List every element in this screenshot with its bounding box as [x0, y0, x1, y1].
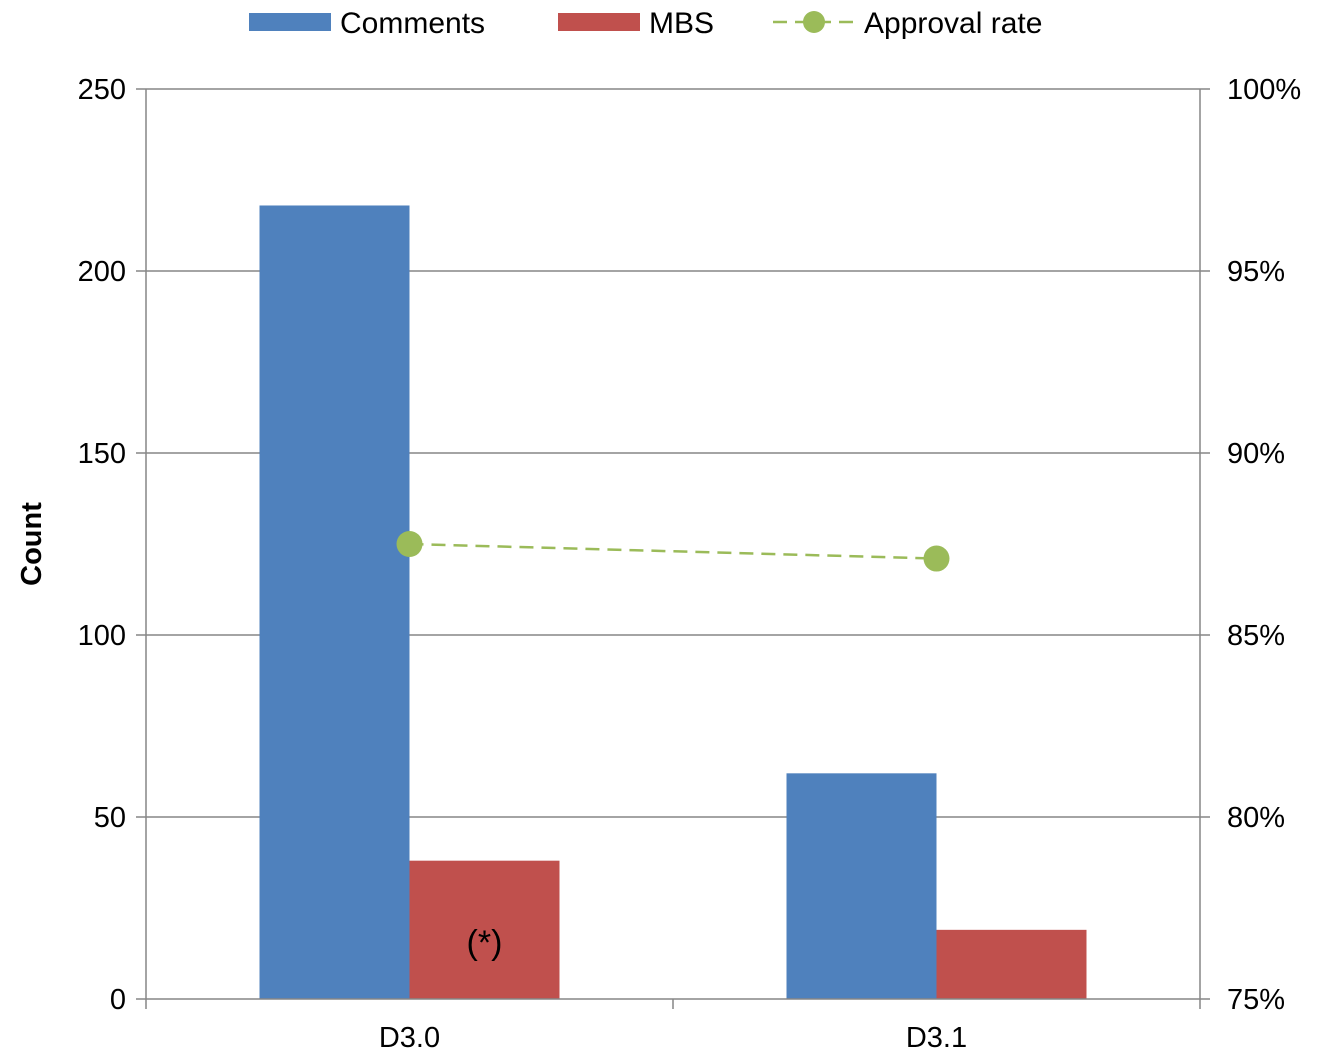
labels: 0 50 100 150 200 250 75% 80% 85% 90% 95% 100% (*) D3.… [16, 74, 1301, 1054]
line-approval-rate [410, 544, 937, 559]
legend-swatch-comments [249, 13, 331, 31]
left-tick-label: 0 [110, 984, 126, 1016]
legend-swatch-mbs [558, 13, 640, 31]
left-tick-label: 250 [78, 74, 126, 106]
bar-mbs-d3-1 [937, 930, 1087, 999]
legend-label-comments: Comments [340, 7, 485, 40]
bar-comments-d3-1 [787, 773, 937, 999]
x-tick-label: D3.1 [906, 1022, 967, 1054]
legend: Comments MBS Approval rate [249, 7, 1042, 40]
right-tick-label: 90% [1227, 438, 1285, 470]
approval-rate-line [397, 531, 950, 572]
x-tick-label: D3.0 [379, 1022, 440, 1054]
right-tick-label: 80% [1227, 802, 1285, 834]
right-tick-label: 75% [1227, 984, 1285, 1016]
point-approval-rate-d3-1 [924, 546, 950, 572]
legend-marker-approval-rate [803, 11, 825, 33]
legend-label-approval-rate: Approval rate [864, 7, 1042, 40]
left-tick-label: 150 [78, 438, 126, 470]
legend-label-mbs: MBS [649, 7, 714, 40]
left-tick-label: 200 [78, 256, 126, 288]
bars [260, 205, 1087, 999]
point-approval-rate-d3-0 [397, 531, 423, 557]
bar-comments-d3-0 [260, 205, 410, 999]
right-tick-label: 95% [1227, 256, 1285, 288]
y-axis-title: Count [16, 502, 48, 586]
left-tick-label: 100 [78, 620, 126, 652]
right-tick-label: 100% [1227, 74, 1301, 106]
annotation-label: (*) [467, 924, 503, 962]
right-tick-label: 85% [1227, 620, 1285, 652]
left-tick-label: 50 [94, 802, 126, 834]
